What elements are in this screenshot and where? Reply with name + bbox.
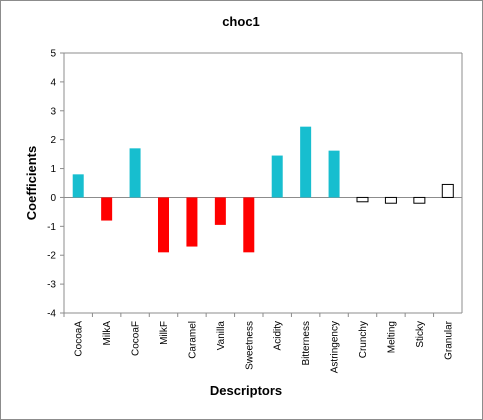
x-tick-label: Bitterness [301, 321, 312, 365]
x-tick-label: Caramel [187, 321, 198, 359]
x-tick-label: Acidity [273, 321, 284, 350]
bar-bitterness [300, 126, 312, 198]
x-tick-label: MilkA [102, 321, 113, 346]
y-tick-label: 3 [50, 106, 56, 117]
bar-crunchy [356, 196, 369, 203]
y-tick-label: -1 [47, 222, 56, 233]
x-tick-label: Astringency [330, 321, 341, 373]
y-axis-title: Coefficients [24, 146, 39, 220]
plot-area: 5 4 3 2 1 0 -1 -2 -3 -4 CocoaA MilkA CocoaF MilkF Cara… [47, 49, 463, 373]
bar-granular [441, 183, 454, 198]
y-tick-label: -4 [47, 309, 56, 320]
bar-sticky [413, 196, 426, 204]
y-tick-label: 0 [50, 193, 56, 204]
bar-vanilla [214, 197, 226, 225]
x-tick-label: MilkF [159, 321, 170, 345]
x-tick-label: Granular [443, 320, 454, 360]
y-tick-label: -3 [47, 280, 56, 291]
x-axis-title: Descriptors [210, 383, 282, 398]
bar-astringency [328, 150, 340, 198]
x-tick-label: Melting [386, 321, 397, 353]
bar-milka [101, 197, 113, 221]
x-tick-label: Sticky [415, 321, 426, 348]
x-tick-label: CocoaA [74, 321, 85, 357]
y-tick-label: 5 [50, 49, 56, 60]
y-tick-label: -2 [47, 251, 56, 262]
chart-title: choc1 [222, 14, 260, 29]
bar-caramel [186, 197, 198, 247]
x-tick-label: Crunchy [358, 321, 369, 358]
x-tick-label: Sweetness [244, 321, 255, 370]
bar-cocoaf [129, 148, 141, 198]
y-tick-label: 1 [50, 164, 56, 175]
x-tick-label: Vanilla [216, 321, 227, 351]
x-tick-label: CocoaF [131, 321, 142, 356]
bar-milkf [158, 197, 169, 253]
y-tick-label: 2 [50, 135, 56, 146]
bar-acidity [271, 155, 283, 198]
bar-cocoaa [72, 174, 84, 198]
bar-sweetness [243, 197, 255, 253]
bar-melting [384, 196, 397, 204]
y-tick-label: 4 [50, 77, 56, 88]
